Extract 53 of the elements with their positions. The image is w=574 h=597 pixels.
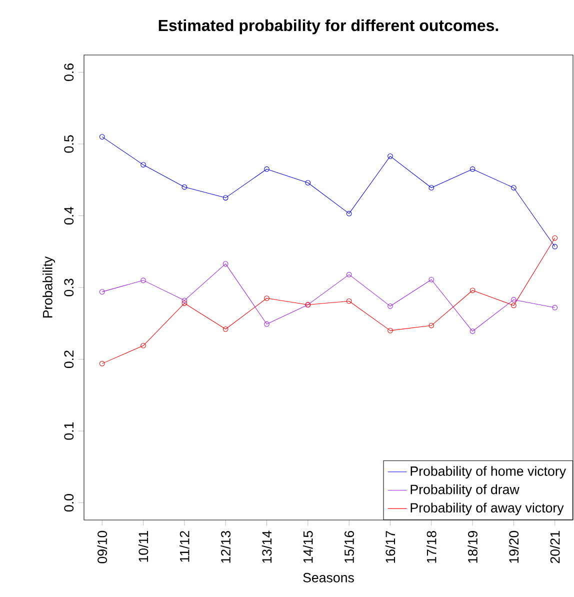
point [346, 210, 352, 216]
y-tick-label: 0.1 [64, 422, 74, 440]
point [140, 278, 146, 283]
x-axis-title: Seasons [303, 572, 354, 582]
point [511, 297, 516, 302]
point [305, 180, 311, 186]
point [222, 326, 228, 332]
x-tick-label: 14/15 [303, 530, 313, 563]
y-tick-label: 0.0 [64, 494, 74, 512]
point [470, 328, 476, 334]
x-tick-label: 20/21 [550, 531, 560, 564]
x-tick-label: 15/16 [344, 530, 354, 563]
point [388, 328, 393, 334]
x-tick-label: 13/14 [262, 530, 272, 563]
x-tick-label: 09/10 [97, 530, 107, 564]
point [182, 298, 188, 304]
point [428, 322, 434, 328]
point [222, 195, 228, 200]
x-tick-label: 11/12 [180, 531, 190, 562]
point [182, 300, 188, 306]
point [428, 185, 434, 190]
y-tick-label: 0.3 [64, 278, 74, 296]
y-tick-label: 0.5 [64, 135, 74, 153]
point [346, 272, 352, 278]
point [222, 261, 228, 266]
point [264, 296, 270, 301]
legend-label: Probability of draw [410, 484, 520, 497]
y-tick-label: 0.6 [64, 64, 74, 81]
point [264, 321, 270, 327]
point [470, 288, 476, 294]
point [428, 276, 434, 282]
legend-label: Probability of home victory [410, 466, 566, 478]
point [264, 166, 270, 172]
chart-title: Estimated probability for different outcomes. [158, 19, 498, 34]
y-axis-title: Probability [42, 256, 55, 318]
y-tick-label: 0.4 [64, 206, 74, 224]
point [346, 298, 352, 304]
point [140, 162, 146, 168]
x-tick-label: 19/20 [508, 530, 519, 563]
x-tick-label: 16/17 [385, 531, 396, 563]
point [182, 184, 188, 190]
x-tick-label: 18/19 [468, 531, 478, 563]
x-tick-label: 12/13 [220, 530, 230, 563]
point [388, 303, 393, 309]
x-tick-label: 17/18 [426, 530, 436, 563]
point [388, 154, 393, 159]
legend-label: Probability of away victory [410, 502, 564, 516]
point [140, 342, 146, 348]
point [470, 166, 476, 172]
x-tick-label: 10/11 [138, 531, 148, 562]
point [511, 302, 516, 308]
y-tick-label: 0.2 [64, 350, 74, 368]
point [511, 185, 516, 190]
